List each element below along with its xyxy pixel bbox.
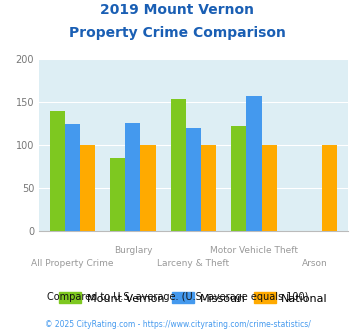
Bar bbox=[186, 128, 201, 231]
Bar bbox=[110, 158, 125, 231]
Text: All Property Crime: All Property Crime bbox=[31, 259, 114, 268]
Bar bbox=[125, 123, 141, 231]
Text: 2019 Mount Vernon: 2019 Mount Vernon bbox=[100, 3, 255, 17]
Bar bbox=[141, 145, 155, 231]
Legend: Mount Vernon, Missouri, National: Mount Vernon, Missouri, National bbox=[55, 288, 332, 308]
Bar bbox=[80, 145, 95, 231]
Text: Motor Vehicle Theft: Motor Vehicle Theft bbox=[210, 246, 298, 255]
Text: © 2025 CityRating.com - https://www.cityrating.com/crime-statistics/: © 2025 CityRating.com - https://www.city… bbox=[45, 320, 310, 329]
Text: Arson: Arson bbox=[302, 259, 327, 268]
Bar bbox=[246, 96, 262, 231]
Text: Property Crime Comparison: Property Crime Comparison bbox=[69, 26, 286, 40]
Bar bbox=[50, 111, 65, 231]
Bar bbox=[201, 145, 216, 231]
Bar bbox=[262, 145, 277, 231]
Text: Compared to U.S. average. (U.S. average equals 100): Compared to U.S. average. (U.S. average … bbox=[47, 292, 308, 302]
Text: Burglary: Burglary bbox=[114, 246, 152, 255]
Bar bbox=[65, 124, 80, 231]
Bar bbox=[171, 99, 186, 231]
Bar bbox=[322, 145, 337, 231]
Bar bbox=[231, 126, 246, 231]
Text: Larceny & Theft: Larceny & Theft bbox=[157, 259, 230, 268]
